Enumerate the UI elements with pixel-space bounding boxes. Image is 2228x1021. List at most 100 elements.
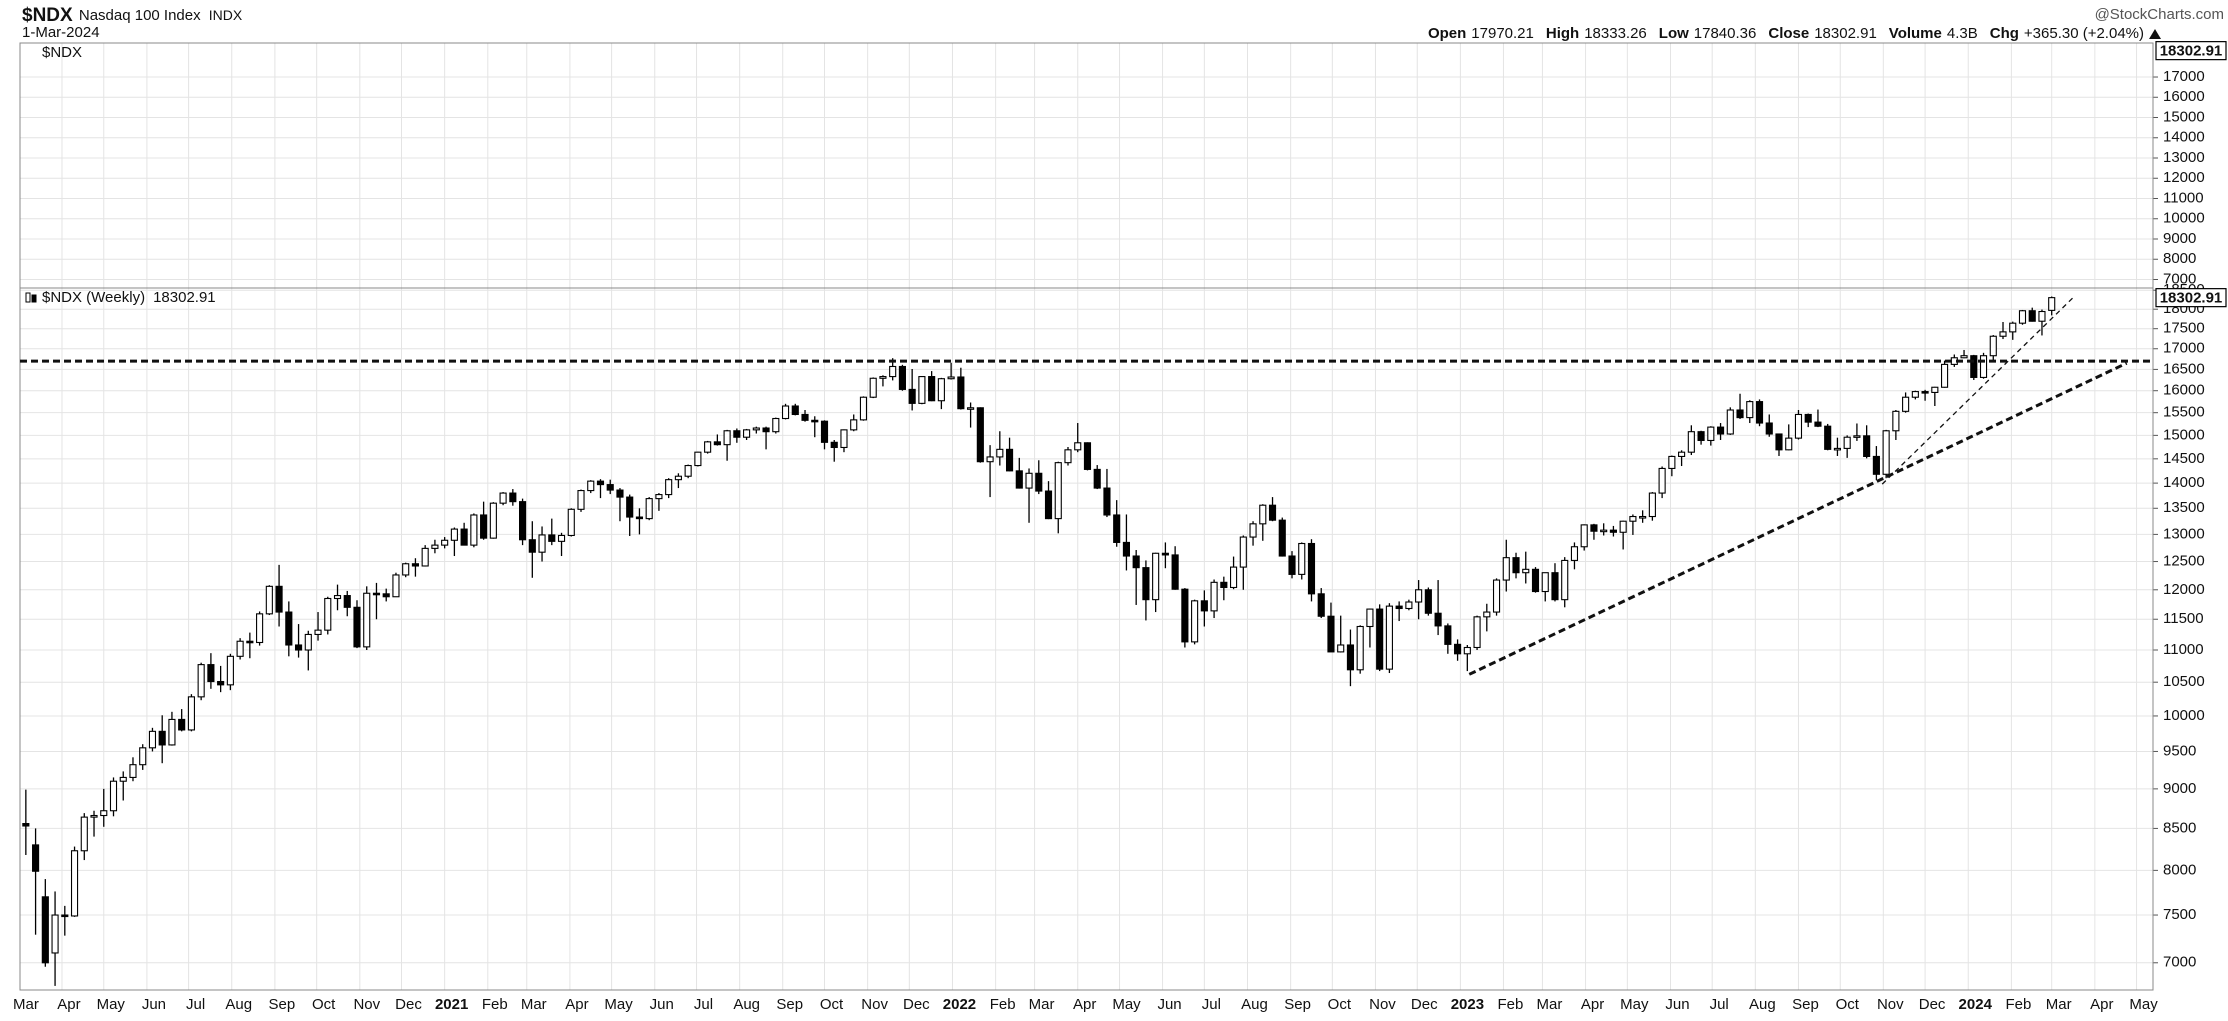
candle-body xyxy=(1152,552,1160,601)
y-tick-label: 16000 xyxy=(2163,382,2205,399)
candle-body xyxy=(1726,409,1734,435)
candle-body xyxy=(908,388,916,404)
candle-body xyxy=(489,502,497,539)
candle-body xyxy=(889,365,897,378)
x-tick-label: Dec xyxy=(1411,996,1438,1013)
candle-body xyxy=(333,595,342,600)
candle-body xyxy=(713,441,721,446)
candle-body xyxy=(1492,579,1501,613)
candle-body xyxy=(22,823,30,827)
y-tick-label: 9000 xyxy=(2163,230,2196,247)
y-tick-label: 13000 xyxy=(2163,525,2205,542)
legend-icon xyxy=(31,294,37,303)
candle-body xyxy=(937,378,945,402)
y-tick-label: 12000 xyxy=(2163,169,2205,186)
candle-body xyxy=(772,417,780,433)
candle-body xyxy=(1337,644,1345,653)
x-tick-label: 2023 xyxy=(1451,996,1484,1013)
candle-body xyxy=(1415,589,1423,603)
candle-body xyxy=(1132,555,1140,569)
candle-body xyxy=(324,597,332,631)
candle-body xyxy=(1093,468,1101,489)
candle-body xyxy=(1483,611,1491,618)
candle-body xyxy=(1161,552,1169,556)
quote-label: Low xyxy=(1659,25,1689,42)
quote-value: 17970.21 xyxy=(1471,25,1534,42)
candle-body xyxy=(596,480,605,486)
candle-body xyxy=(1191,600,1199,643)
candle-body xyxy=(850,419,858,431)
candle-body xyxy=(129,764,137,778)
candle-body xyxy=(41,896,49,964)
candle-body xyxy=(1463,646,1471,655)
candle-body xyxy=(820,420,829,443)
last-value-box xyxy=(2155,41,2227,61)
x-tick-label: 2024 xyxy=(1959,996,1993,1013)
y-tick-label: 14000 xyxy=(2163,129,2205,146)
candle-body xyxy=(1892,410,1900,432)
candle-body xyxy=(1376,608,1384,670)
x-tick-label: Jun xyxy=(1157,996,1181,1013)
x-tick-label: Mar xyxy=(1536,996,1562,1013)
candle-body xyxy=(674,475,682,481)
candle-body xyxy=(1531,568,1540,593)
candle-body xyxy=(1716,426,1725,435)
candle-body xyxy=(1210,581,1218,612)
candle-body xyxy=(528,539,536,553)
up-arrow xyxy=(2149,29,2161,39)
trend-line xyxy=(1468,361,2128,676)
candle-body xyxy=(1424,589,1432,614)
y-tick-label: 9000 xyxy=(2163,780,2196,797)
x-tick-label: Jul xyxy=(1710,996,1729,1013)
candle-body xyxy=(704,441,712,453)
candle-body xyxy=(217,680,225,686)
y-tick-label: 8000 xyxy=(2163,861,2196,878)
x-tick-label: Jul xyxy=(694,996,713,1013)
candle-body xyxy=(1327,615,1335,653)
candle-body xyxy=(265,585,273,615)
candle-body xyxy=(1249,523,1257,538)
candle-body xyxy=(1639,515,1647,519)
y-tick-label: 9500 xyxy=(2163,742,2196,759)
candle-body xyxy=(1785,437,1793,451)
quote-line: Open 17970.21 High 18333.26 Low 17840.36 Close… xyxy=(1428,25,2144,42)
candle-body xyxy=(1298,542,1306,575)
candle-body xyxy=(1278,519,1286,557)
candle-body xyxy=(51,914,59,954)
x-tick-label: Feb xyxy=(2005,996,2031,1013)
candle-body xyxy=(1794,413,1803,439)
candle-body xyxy=(294,644,303,651)
candle-body xyxy=(1035,472,1043,492)
candle-body xyxy=(1921,391,1929,394)
panel-label: $NDX xyxy=(42,44,82,61)
candle-body xyxy=(752,427,760,431)
candle-body xyxy=(879,376,887,379)
candle-body xyxy=(480,514,488,539)
candle-body xyxy=(1454,643,1462,655)
candle-body xyxy=(1171,554,1179,590)
candle-body xyxy=(1541,572,1549,593)
x-tick-label: May xyxy=(604,996,633,1013)
candle-body xyxy=(1083,442,1092,470)
candle-body xyxy=(538,534,546,553)
x-tick-label: May xyxy=(97,996,126,1013)
candle-body xyxy=(256,613,264,644)
y-tick-label: 7500 xyxy=(2163,906,2196,923)
candle-body xyxy=(1268,504,1277,521)
candle-body xyxy=(830,441,838,449)
candle-body xyxy=(1941,363,1949,388)
candle-body xyxy=(1502,557,1510,581)
candle-body xyxy=(1824,425,1832,450)
x-tick-label: Dec xyxy=(395,996,422,1013)
candle-body xyxy=(1960,355,1968,359)
candle-body xyxy=(986,456,994,463)
candle-body xyxy=(1512,557,1520,574)
x-tick-label: Aug xyxy=(225,996,252,1013)
candle-body xyxy=(1434,612,1442,627)
candle-body xyxy=(1687,431,1695,453)
candle-body xyxy=(1561,559,1569,601)
candle-body xyxy=(1619,520,1627,533)
candle-body xyxy=(1551,572,1559,601)
candle-body xyxy=(1103,487,1111,516)
